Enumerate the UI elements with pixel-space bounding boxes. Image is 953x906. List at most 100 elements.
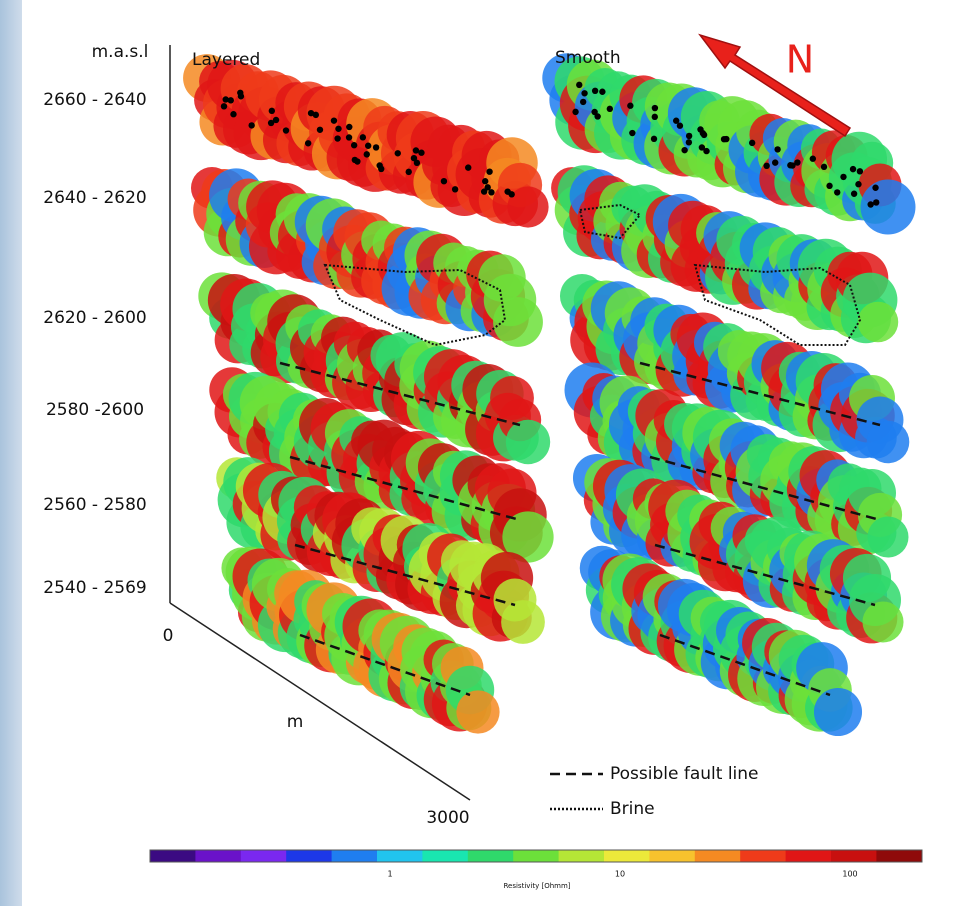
distance-start: 0 [163, 626, 174, 646]
depth-label: 2640 - 2620 [43, 188, 146, 208]
depth-label: 2620 - 2600 [43, 308, 146, 328]
borehole [248, 122, 254, 128]
colorbar-segment [422, 850, 468, 862]
borehole [857, 168, 863, 174]
borehole [629, 130, 635, 136]
borehole [395, 150, 401, 156]
depth-label: 2580 -2600 [46, 400, 144, 420]
colorbar-segment [740, 850, 786, 862]
borehole [749, 140, 755, 146]
slice-patch [506, 420, 550, 464]
borehole [599, 89, 605, 95]
distance-unit: m [287, 712, 304, 732]
panel-title: Layered [192, 50, 260, 70]
borehole [305, 140, 311, 146]
borehole [351, 142, 357, 148]
slice-patch [867, 516, 908, 557]
colorbar-tick: 10 [615, 870, 625, 879]
borehole [465, 164, 471, 170]
borehole [774, 146, 780, 152]
colorbar-segment [468, 850, 514, 862]
borehole [681, 147, 687, 153]
panel-title: Smooth [555, 48, 621, 68]
colorbar-segment [695, 850, 741, 862]
colorbar [150, 850, 922, 862]
borehole [360, 134, 366, 140]
borehole [283, 127, 289, 133]
borehole [313, 112, 319, 118]
page: m.a.s.l Layered Smooth 0 m 3000 N Possib… [0, 0, 953, 906]
borehole [673, 118, 679, 124]
borehole [418, 150, 424, 156]
colorbar-tick: 100 [842, 870, 857, 879]
borehole [346, 134, 352, 140]
borehole [354, 158, 360, 164]
depth-label: 2560 - 2580 [43, 495, 146, 515]
borehole [850, 166, 856, 172]
distance-end: 3000 [426, 808, 469, 828]
colorbar-segment [241, 850, 287, 862]
slice-patch [858, 302, 898, 342]
axis-title: m.a.s.l [92, 42, 149, 62]
slice-patch [493, 297, 543, 347]
colorbar-segment [559, 850, 605, 862]
borehole [873, 199, 879, 205]
borehole [652, 105, 658, 111]
borehole [411, 155, 417, 161]
borehole [268, 120, 274, 126]
borehole [482, 178, 488, 184]
borehole [686, 133, 692, 139]
colorbar-segment [876, 850, 922, 862]
colorbar-tick: 1 [387, 870, 392, 879]
borehole [230, 111, 236, 117]
borehole [580, 99, 586, 105]
borehole [652, 114, 658, 120]
borehole [855, 181, 861, 187]
slice-patch [501, 600, 545, 644]
borehole [607, 106, 613, 112]
slice-patch [862, 601, 903, 642]
borehole [826, 183, 832, 189]
borehole [441, 178, 447, 184]
legend-label: Brine [610, 799, 655, 819]
borehole [627, 103, 633, 109]
slice-patch [814, 688, 862, 736]
colorbar-segment [332, 850, 378, 862]
borehole [334, 135, 340, 141]
borehole [406, 169, 412, 175]
borehole [413, 147, 419, 153]
borehole [223, 96, 229, 102]
borehole [581, 90, 587, 96]
borehole [572, 109, 578, 115]
colorbar-title: Resistivity [Ohmm] [503, 882, 570, 890]
borehole [789, 162, 795, 168]
borehole [504, 188, 510, 194]
colorbar-segment [195, 850, 241, 862]
borehole [485, 184, 491, 190]
borehole [486, 168, 492, 174]
borehole [851, 191, 857, 197]
borehole [821, 164, 827, 170]
borehole [335, 126, 341, 132]
borehole [576, 82, 582, 88]
colorbar-segment [786, 850, 832, 862]
borehole [697, 126, 703, 132]
borehole [810, 156, 816, 162]
borehole [867, 201, 873, 207]
figure: m.a.s.l Layered Smooth 0 m 3000 N Possib… [0, 0, 953, 906]
colorbar-segment [831, 850, 877, 862]
legend-label: Possible fault line [610, 764, 759, 784]
borehole [269, 108, 275, 114]
borehole [834, 189, 840, 195]
borehole [365, 143, 371, 149]
borehole [452, 186, 458, 192]
borehole [221, 103, 227, 109]
colorbar-segment [649, 850, 695, 862]
borehole [591, 109, 597, 115]
colorbar-segment [286, 850, 332, 862]
borehole [317, 127, 323, 133]
borehole [721, 136, 727, 142]
north-label: N [786, 38, 814, 82]
borehole [238, 93, 244, 99]
borehole [686, 139, 692, 145]
